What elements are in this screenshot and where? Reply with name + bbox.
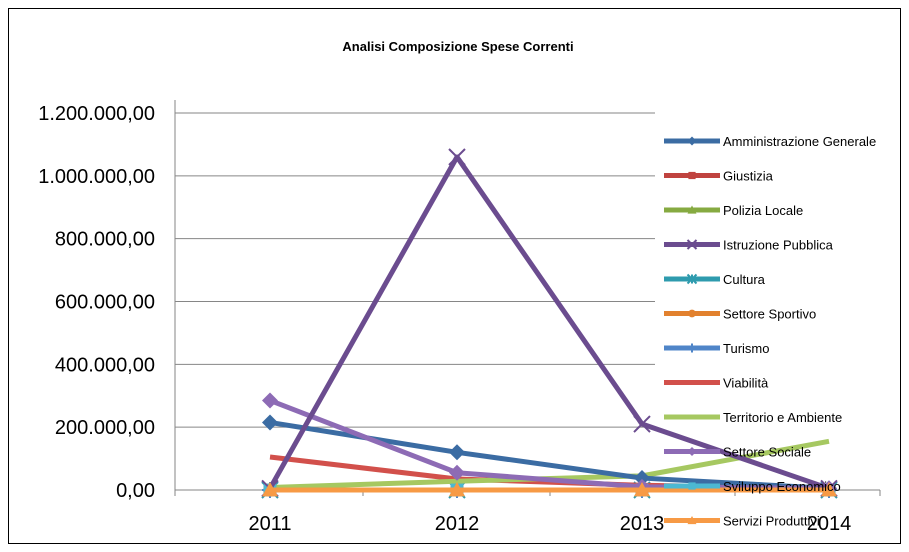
legend-label: Sviluppo Economico	[723, 479, 841, 494]
chart-title: Analisi Composizione Spese Correnti	[342, 39, 573, 54]
legend-item: Polizia Locale	[664, 203, 803, 218]
data-point	[262, 392, 278, 409]
x-tick-label: 2011	[248, 513, 291, 535]
series-11	[262, 482, 837, 497]
legend-label: Turismo	[723, 341, 769, 356]
data-point	[448, 148, 466, 166]
y-tick-label: 0,00	[116, 480, 155, 502]
legend-item: Sviluppo Economico	[664, 479, 841, 494]
legend-item: Turismo	[664, 341, 769, 356]
x-axis-tick-labels: 2011 2012 2013 2014	[248, 513, 851, 535]
gridlines	[175, 112, 655, 428]
series-layer	[261, 148, 838, 499]
y-tick-label: 400.000,00	[55, 354, 155, 376]
data-point	[821, 482, 837, 497]
y-tick-label: 200.000,00	[55, 417, 155, 439]
legend-marker	[687, 516, 697, 525]
legend-label: Amministrazione Generale	[723, 134, 876, 149]
data-point	[634, 470, 650, 487]
series-line	[267, 154, 830, 491]
legend-marker	[688, 482, 696, 490]
data-point	[262, 414, 278, 431]
legend-marker	[687, 343, 697, 353]
legend-marker	[686, 239, 698, 250]
legend-marker	[686, 273, 698, 285]
data-point	[262, 482, 278, 497]
x-tick-label: 2014	[807, 513, 852, 535]
legend: Amministrazione Generale Giustizia Polizia…	[664, 134, 876, 529]
data-point	[449, 444, 465, 461]
legend-marker	[688, 309, 696, 318]
legend-item: Servizi Produttivi	[664, 514, 820, 529]
legend-item: Viabilità	[664, 376, 769, 391]
y-tick-label: 800.000,00	[55, 229, 155, 251]
legend-label: Viabilità	[723, 376, 769, 391]
legend-item: Giustizia	[664, 169, 774, 184]
data-point	[449, 464, 465, 481]
data-point	[633, 415, 651, 433]
legend-label: Settore Sportivo	[723, 307, 816, 322]
y-axis-tick-labels: 0,00 200.000,00 400.000,00 600.000,00 800.00…	[38, 103, 155, 502]
x-tick-label: 2012	[435, 513, 480, 535]
legend-label: Polizia Locale	[723, 203, 803, 218]
legend-marker	[687, 136, 697, 146]
legend-marker	[687, 205, 697, 214]
data-point	[449, 482, 465, 497]
legend-item: Amministrazione Generale	[664, 134, 876, 149]
legend-marker	[687, 447, 697, 456]
legend-item: Settore Sportivo	[664, 307, 816, 322]
legend-marker	[688, 171, 696, 180]
legend-label: Cultura	[723, 272, 766, 287]
legend-item: Istruzione Pubblica	[664, 238, 834, 253]
legend-item: Cultura	[664, 272, 766, 287]
legend-label: Territorio e Ambiente	[723, 410, 842, 425]
legend-label: Istruzione Pubblica	[723, 238, 834, 253]
legend-item: Territorio e Ambiente	[664, 410, 842, 425]
data-point	[634, 482, 650, 497]
y-tick-label: 600.000,00	[55, 292, 155, 314]
y-tick-label: 1.200.000,00	[38, 103, 155, 125]
y-tick-label: 1.000.000,00	[38, 166, 155, 188]
axes	[174, 100, 881, 496]
legend-item: Settore Sociale	[664, 445, 811, 460]
legend-label: Giustizia	[723, 169, 774, 184]
legend-label: Settore Sociale	[723, 445, 811, 460]
legend-label: Servizi Produttivi	[723, 514, 820, 529]
x-tick-label: 2013	[620, 513, 665, 535]
